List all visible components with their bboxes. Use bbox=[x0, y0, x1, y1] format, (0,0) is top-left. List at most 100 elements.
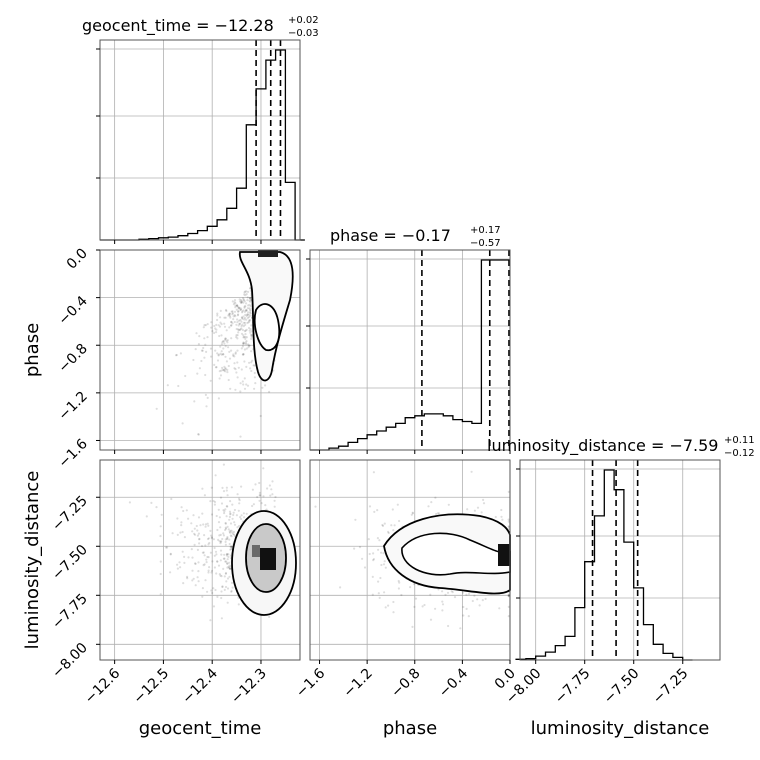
scatter-point bbox=[232, 532, 235, 536]
scatter-point bbox=[371, 575, 374, 579]
scatter-point bbox=[377, 592, 380, 595]
scatter-point bbox=[236, 318, 239, 321]
scatter-point bbox=[176, 533, 179, 537]
y-tick-label: 0.0 bbox=[64, 246, 91, 273]
scatter-point bbox=[435, 512, 438, 516]
scatter-point bbox=[166, 546, 169, 549]
scatter-point bbox=[222, 490, 226, 493]
scatter-point bbox=[219, 574, 222, 577]
scatter-point bbox=[204, 579, 207, 582]
scatter-point bbox=[252, 364, 255, 367]
scatter-point bbox=[236, 493, 239, 496]
scatter-point bbox=[500, 508, 503, 512]
panel-frame bbox=[99, 249, 301, 451]
scatter-point bbox=[414, 597, 418, 600]
scatter-point bbox=[202, 551, 205, 554]
scatter-point bbox=[230, 535, 233, 538]
scatter-point bbox=[231, 322, 234, 325]
scatter-point bbox=[412, 583, 416, 586]
scatter-point bbox=[244, 323, 247, 326]
scatter-point bbox=[223, 342, 226, 345]
scatter-point bbox=[229, 513, 232, 516]
scatter-point bbox=[207, 569, 210, 572]
scatter-point bbox=[361, 557, 364, 560]
scatter-point bbox=[232, 513, 235, 517]
scatter-point bbox=[232, 303, 235, 306]
scatter-point bbox=[196, 534, 199, 537]
scatter-point bbox=[253, 364, 256, 367]
scatter-point bbox=[269, 494, 272, 497]
scatter-point bbox=[224, 528, 227, 532]
scatter-point bbox=[203, 554, 206, 557]
scatter-point bbox=[252, 503, 255, 506]
scatter-point bbox=[191, 579, 194, 582]
scatter-point bbox=[215, 366, 218, 369]
scatter-point bbox=[242, 299, 245, 302]
scatter-point bbox=[228, 561, 231, 564]
scatter-point bbox=[228, 538, 231, 541]
scatter-point bbox=[236, 304, 239, 307]
scatter-point bbox=[224, 585, 228, 589]
scatter-point bbox=[211, 330, 214, 333]
scatter-point bbox=[216, 595, 219, 599]
scatter-point bbox=[190, 548, 193, 551]
scatter-point bbox=[482, 498, 485, 501]
scatter-point bbox=[447, 624, 450, 628]
scatter-point bbox=[207, 543, 210, 546]
scatter-point bbox=[237, 319, 241, 322]
scatter-point bbox=[226, 494, 229, 497]
scatter-point bbox=[242, 325, 245, 328]
scatter-point bbox=[387, 531, 390, 535]
scatter-point bbox=[376, 537, 379, 540]
scatter-point bbox=[179, 566, 182, 569]
scatter-point bbox=[241, 311, 244, 314]
scatter-point bbox=[410, 513, 413, 516]
scatter-point bbox=[222, 347, 225, 350]
scatter-point bbox=[236, 376, 239, 379]
scatter-point bbox=[228, 566, 231, 569]
scatter-point bbox=[383, 560, 386, 563]
scatter-point bbox=[224, 538, 227, 541]
scatter-point bbox=[233, 508, 236, 512]
scatter-point bbox=[221, 486, 224, 489]
scatter-point bbox=[230, 589, 233, 593]
scatter-point bbox=[242, 512, 245, 515]
scatter-point bbox=[159, 535, 162, 538]
title-phase-plus: +0.17 bbox=[470, 225, 501, 236]
scatter-point bbox=[201, 587, 204, 590]
scatter-point bbox=[242, 309, 245, 312]
scatter-point bbox=[226, 562, 229, 565]
scatter-point bbox=[228, 357, 232, 360]
scatter-point bbox=[390, 524, 393, 527]
y-tick-label: −1.6 bbox=[55, 436, 90, 471]
scatter-point bbox=[219, 542, 222, 545]
scatter-point bbox=[223, 588, 226, 592]
scatter-point bbox=[384, 606, 387, 609]
scatter-point bbox=[244, 294, 247, 297]
x-tick-label: −0.8 bbox=[388, 666, 423, 701]
scatter-point bbox=[476, 506, 480, 509]
scatter-point bbox=[226, 601, 229, 604]
scatter-point bbox=[246, 321, 249, 325]
scatter-point bbox=[231, 503, 234, 506]
scatter-point bbox=[271, 480, 274, 483]
density-layer bbox=[231, 250, 511, 616]
scatter-point bbox=[392, 600, 395, 604]
scatter-point bbox=[193, 527, 196, 530]
scatter-point bbox=[381, 524, 385, 528]
scatter-point bbox=[197, 580, 200, 583]
scatter-point bbox=[251, 359, 254, 362]
scatter-point bbox=[218, 534, 221, 537]
scatter-point bbox=[258, 494, 261, 497]
scatter-point bbox=[476, 598, 479, 601]
scatter-point bbox=[247, 304, 250, 307]
scatter-point bbox=[249, 312, 252, 315]
scatter-point bbox=[250, 361, 253, 364]
scatter-point bbox=[230, 321, 233, 324]
scatter-point bbox=[226, 339, 229, 342]
scatter-point bbox=[507, 593, 510, 597]
scatter-point bbox=[232, 315, 235, 318]
scatter-point bbox=[242, 353, 245, 356]
scatter-point bbox=[240, 514, 243, 517]
scatter-point bbox=[246, 296, 249, 299]
